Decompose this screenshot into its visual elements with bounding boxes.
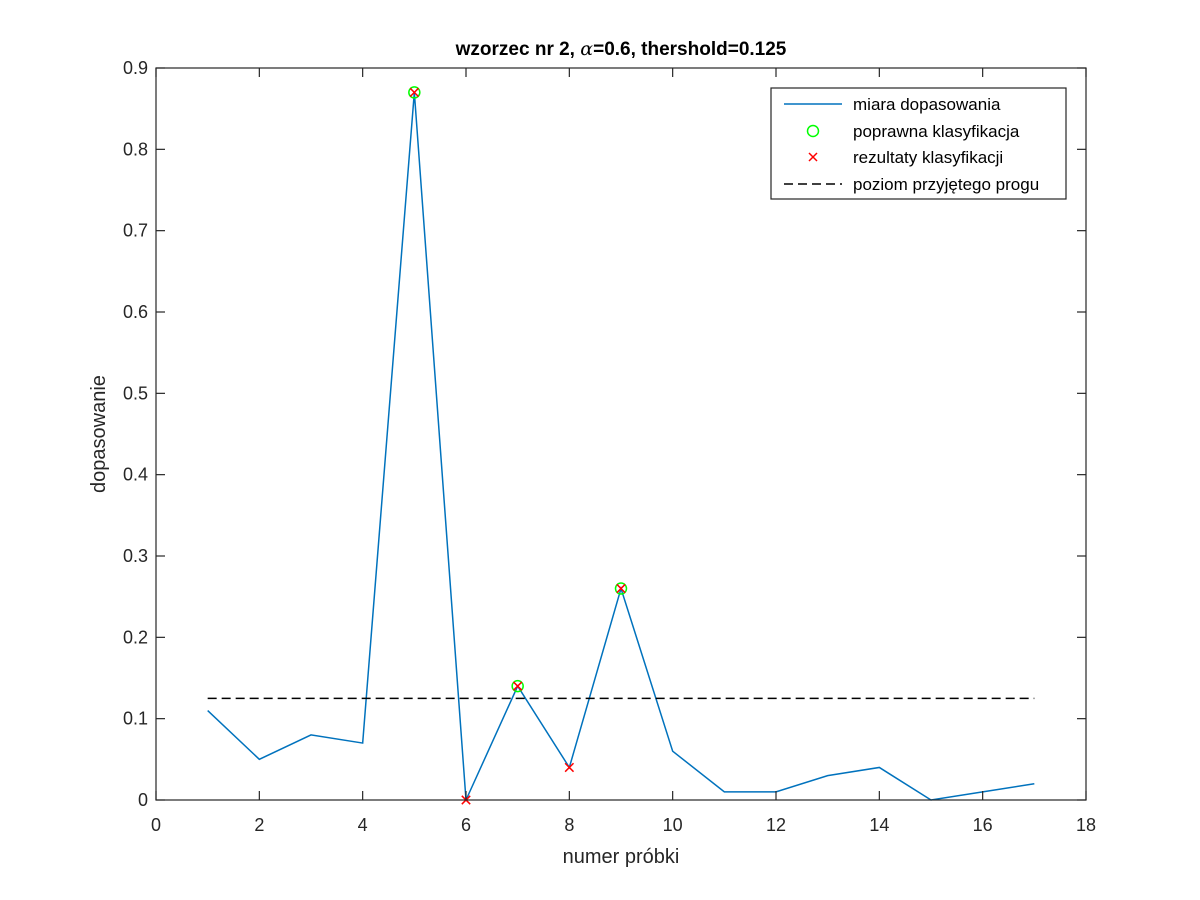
data-point-13 xyxy=(827,775,829,777)
y-tick-label: 0.8 xyxy=(123,139,148,159)
x-tick-label: 0 xyxy=(151,815,161,835)
legend-label-threshold: poziom przyjętego progu xyxy=(853,175,1039,194)
correct-classification-marker xyxy=(408,86,421,99)
data-point-11 xyxy=(723,791,725,793)
y-tick-label: 0.2 xyxy=(123,627,148,647)
x-tick-label: 4 xyxy=(358,815,368,835)
legend-label-x: rezultaty klasyfikacji xyxy=(853,148,1003,167)
y-axis-label: dopasowanie xyxy=(88,375,110,493)
x-axis-label: numer próbki xyxy=(563,846,680,868)
classification-result-marker xyxy=(564,762,575,773)
axes-layer: 0 2 4 6 8 10 12 14 16 18 0 0.1 0.2 0.3 0.4 0.5 0.6 0.7 0.8… xyxy=(123,58,1096,835)
x-tick-label: 2 xyxy=(254,815,264,835)
y-tick-label: 0.7 xyxy=(123,221,148,241)
x-tick-label: 10 xyxy=(663,815,683,835)
x-tick-label: 8 xyxy=(564,815,574,835)
x-tick-label: 6 xyxy=(461,815,471,835)
legend-label-circle: poprawna klasyfikacja xyxy=(853,122,1020,141)
data-point-3 xyxy=(310,734,312,736)
y-tick-label: 0.9 xyxy=(123,58,148,78)
y-tick-label: 0.3 xyxy=(123,546,148,566)
data-point-14 xyxy=(878,766,880,768)
y-tick-label: 0.6 xyxy=(123,302,148,322)
y-tick-label: 0.5 xyxy=(123,383,148,403)
legend-entry-threshold: poziom przyjętego progu xyxy=(784,175,1039,194)
y-tick-label: 0 xyxy=(138,790,148,810)
legend-label-line: miara dopasowania xyxy=(853,95,1001,114)
classification-result-marker xyxy=(409,87,420,98)
x-tick-label: 16 xyxy=(973,815,993,835)
legend-circle-swatch xyxy=(806,124,820,138)
x-tick-label: 14 xyxy=(869,815,889,835)
chart-title: wzorzec nr 2, α=0.6, thershold=0.125 xyxy=(455,38,787,60)
data-point-4 xyxy=(362,742,364,744)
legend: miara dopasowania poprawna klasyfikacja … xyxy=(770,87,1067,200)
series-layer xyxy=(207,86,1035,805)
data-point-10 xyxy=(672,750,674,752)
data-point-2 xyxy=(258,758,260,760)
classification-result-marker xyxy=(616,583,626,594)
classification-result-marker xyxy=(512,681,523,691)
legend-x-swatch xyxy=(808,152,818,162)
legend-entry-line: miara dopasowania xyxy=(784,95,1001,114)
x-tick-label: 12 xyxy=(766,815,786,835)
legend-entry-x: rezultaty klasyfikacji xyxy=(808,148,1003,167)
legend-entry-circle: poprawna klasyfikacja xyxy=(806,122,1020,141)
correct-classification-marker xyxy=(511,679,524,693)
data-point-1 xyxy=(207,710,209,712)
correct-classification-marker xyxy=(614,582,628,595)
legend-box xyxy=(770,87,1067,200)
y-tick-label: 0.4 xyxy=(123,465,148,485)
x-tick-label: 18 xyxy=(1076,815,1096,835)
y-tick-label: 0.1 xyxy=(123,709,148,729)
axes-box xyxy=(155,67,1087,801)
alpha-symbol: α xyxy=(580,38,593,60)
data-point-17 xyxy=(1033,783,1035,785)
